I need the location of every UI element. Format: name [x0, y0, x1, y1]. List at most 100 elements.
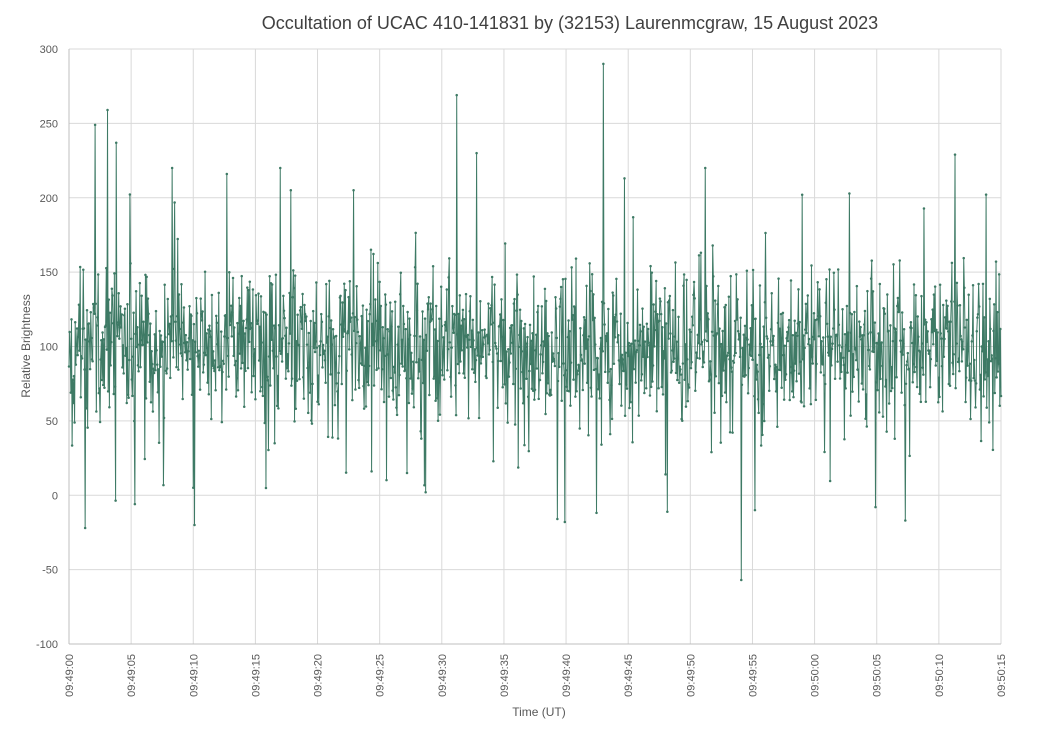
data-point [251, 326, 254, 330]
data-point [388, 330, 391, 333]
data-point [793, 319, 796, 322]
data-point [776, 425, 779, 429]
data-point [336, 390, 339, 393]
y-tick-label: 100 [40, 342, 58, 354]
data-point [459, 360, 462, 363]
data-point [165, 367, 169, 370]
data-point [650, 271, 654, 274]
data-point [152, 367, 155, 370]
data-point [647, 341, 650, 344]
data-point [353, 315, 357, 319]
data-point [893, 437, 896, 440]
data-point [583, 362, 586, 365]
data-point [732, 361, 736, 364]
data-point [132, 419, 136, 423]
data-point [712, 275, 715, 278]
data-point [710, 450, 713, 454]
data-point [128, 358, 131, 362]
data-point [917, 335, 920, 339]
data-point [328, 326, 332, 330]
data-point [809, 344, 812, 347]
data-point [170, 166, 174, 170]
data-point [325, 341, 329, 344]
data-point [667, 299, 671, 302]
data-point [320, 312, 323, 316]
data-point [211, 350, 215, 353]
data-point [846, 371, 849, 374]
data-point [976, 312, 980, 316]
data-point [590, 272, 594, 276]
data-point [305, 343, 309, 346]
data-point [392, 365, 396, 369]
data-point [166, 297, 170, 301]
data-point [153, 333, 156, 336]
data-point [946, 330, 950, 333]
data-point [987, 421, 991, 424]
data-point [612, 294, 615, 297]
data-point [315, 346, 319, 349]
data-point [653, 345, 656, 348]
data-point [973, 379, 977, 382]
data-point [354, 341, 358, 345]
data-point [818, 288, 821, 291]
data-point [774, 363, 777, 367]
data-point [901, 353, 905, 356]
data-point [657, 387, 660, 390]
data-point [916, 315, 919, 318]
data-point [600, 443, 603, 446]
data-point [813, 338, 816, 341]
data-point [320, 320, 324, 324]
data-point [187, 336, 191, 340]
data-point [234, 359, 237, 363]
data-point [186, 368, 189, 371]
data-point [290, 377, 294, 380]
data-point [330, 343, 334, 346]
data-point [149, 401, 153, 404]
data-point [469, 295, 472, 298]
data-point [182, 321, 185, 324]
data-point [116, 334, 119, 338]
data-point [396, 343, 399, 346]
data-point [468, 310, 472, 313]
data-point [492, 460, 495, 463]
data-point [889, 389, 893, 393]
data-point [407, 401, 411, 405]
data-point [846, 331, 850, 334]
data-point [644, 386, 648, 390]
data-point [456, 362, 460, 366]
data-point [272, 324, 276, 327]
data-point [892, 263, 895, 266]
data-point [905, 363, 908, 367]
data-point [512, 302, 516, 305]
data-point [247, 340, 251, 344]
data-point [203, 270, 207, 274]
data-point [445, 288, 449, 291]
data-point [365, 308, 368, 312]
data-point [177, 293, 181, 296]
data-point [260, 385, 264, 389]
data-point [67, 365, 71, 368]
data-point [210, 417, 213, 421]
data-point [812, 312, 816, 315]
data-point [536, 304, 540, 308]
data-point [495, 347, 498, 350]
data-point [110, 287, 114, 290]
data-point [246, 286, 249, 289]
data-point [759, 342, 762, 346]
data-point [710, 330, 714, 333]
data-point [708, 378, 711, 381]
data-point [432, 377, 435, 380]
data-point [160, 355, 163, 358]
data-point [790, 371, 793, 374]
data-point [207, 392, 211, 396]
data-point [553, 359, 556, 363]
data-point [193, 523, 196, 527]
data-point [876, 388, 879, 392]
data-point [257, 292, 260, 295]
data-point [333, 403, 337, 407]
data-point [118, 337, 121, 340]
data-point [111, 294, 114, 297]
data-point [422, 338, 426, 342]
data-point [796, 322, 800, 325]
data-point [838, 344, 841, 347]
